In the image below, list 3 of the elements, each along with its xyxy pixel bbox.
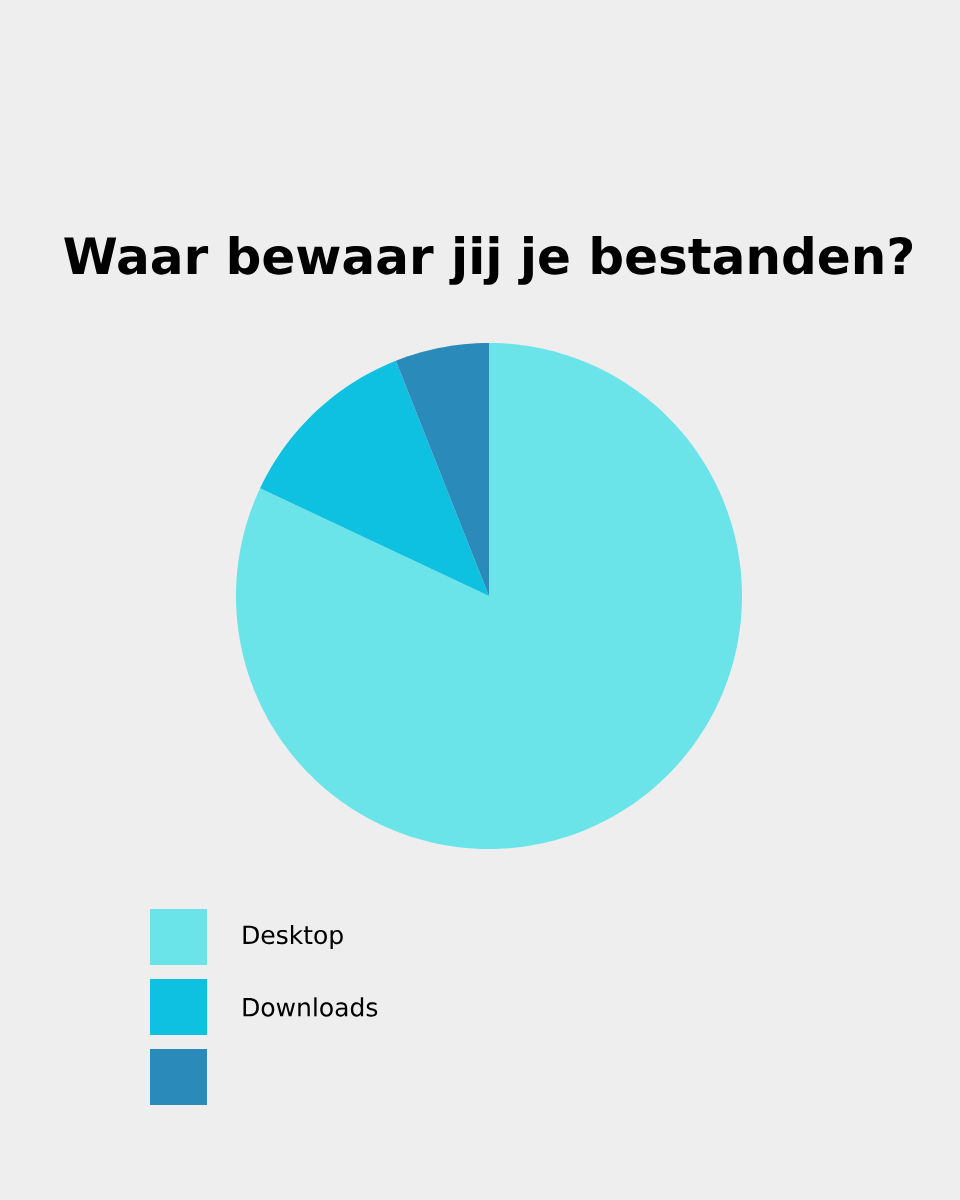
chart-title: Waar bewaar jij je bestanden? [64, 236, 913, 285]
legend-label: Desktop [243, 924, 343, 950]
legend-label: Downloads [243, 997, 378, 1017]
